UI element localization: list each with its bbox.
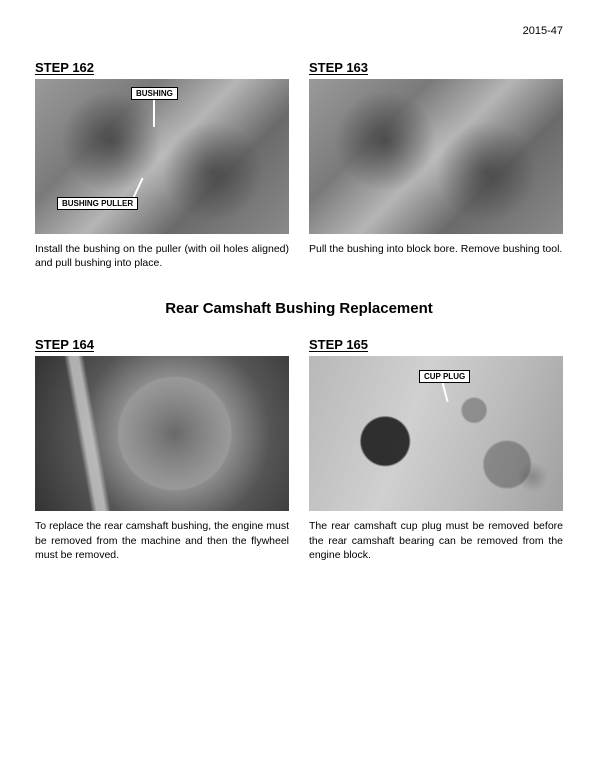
step-162-figure: BUSHING BUSHING PULLER [35, 79, 289, 234]
step-row-1: STEP 162 BUSHING BUSHING PULLER Install … [35, 60, 563, 270]
step-164-figure [35, 356, 289, 511]
callout-bushing-line [153, 99, 155, 127]
step-162: STEP 162 BUSHING BUSHING PULLER Install … [35, 60, 289, 270]
step-165: STEP 165 CUP PLUG The rear camshaft cup … [309, 337, 563, 562]
page-number: 2015-47 [523, 25, 563, 37]
step-163-label: STEP 163 [309, 60, 563, 75]
step-163: STEP 163 Pull the bushing into block bor… [309, 60, 563, 270]
section-heading: Rear Camshaft Bushing Replacement [35, 300, 563, 317]
step-164-label: STEP 164 [35, 337, 289, 352]
step-165-caption: The rear camshaft cup plug must be remov… [309, 519, 563, 562]
step-row-2: STEP 164 To replace the rear camshaft bu… [35, 337, 563, 562]
callout-bushing-puller: BUSHING PULLER [57, 197, 138, 210]
callout-bushing-puller-line [132, 178, 143, 199]
step-163-caption: Pull the bushing into block bore. Remove… [309, 242, 563, 256]
step-164-caption: To replace the rear camshaft bushing, th… [35, 519, 289, 562]
callout-cup-plug: CUP PLUG [419, 370, 470, 383]
step-164: STEP 164 To replace the rear camshaft bu… [35, 337, 289, 562]
page-content: STEP 162 BUSHING BUSHING PULLER Install … [35, 60, 563, 562]
callout-bushing: BUSHING [131, 87, 178, 100]
step-162-label: STEP 162 [35, 60, 289, 75]
step-165-label: STEP 165 [309, 337, 563, 352]
step-163-figure [309, 79, 563, 234]
callout-cup-plug-line [441, 382, 448, 402]
step-162-caption: Install the bushing on the puller (with … [35, 242, 289, 270]
step-165-figure: CUP PLUG [309, 356, 563, 511]
